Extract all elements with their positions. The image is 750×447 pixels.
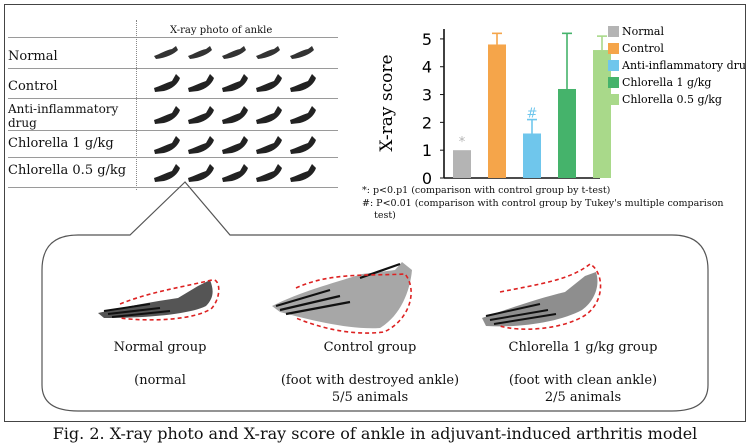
legend-label: Chlorella 0.5 g/kg xyxy=(622,93,722,106)
table-bottom-line xyxy=(8,187,338,188)
y-tick-label: 0 xyxy=(422,169,432,185)
footnote-3: test) xyxy=(374,210,396,221)
figure-caption: Fig. 2. X-ray photo and X-ray score of a… xyxy=(52,424,698,443)
legend-swatch xyxy=(608,43,619,54)
legend: Normal Control Anti-inflammatory drug Chlor… xyxy=(608,25,745,106)
legend-label: Control xyxy=(622,42,664,55)
xray-row-chlorella-1 xyxy=(154,136,316,154)
footnote-1: *: p<0.p1 (comparison with control group… xyxy=(362,185,611,196)
legend-swatch xyxy=(608,77,619,88)
significance-marker: * xyxy=(459,135,466,150)
xray-detail-normal xyxy=(98,279,220,321)
bar xyxy=(523,133,541,178)
significance-marker: # xyxy=(527,107,538,122)
xray-detail-chlorella xyxy=(482,263,602,330)
legend-swatch xyxy=(608,26,619,37)
group-count-control: 5/5 animals xyxy=(331,390,409,405)
legend-label: Normal xyxy=(622,25,664,38)
group-title-chlorella: Chlorella 1 g/kg group xyxy=(508,340,658,355)
figure-panel xyxy=(4,4,746,422)
xray-row-normal xyxy=(154,46,314,59)
bar xyxy=(558,88,576,178)
group-title-control: Control group xyxy=(323,340,417,355)
row-label-normal: Normal xyxy=(8,49,58,64)
row-separator xyxy=(8,98,338,99)
legend-swatch xyxy=(608,60,619,71)
group-count-chlorella: 2/5 animals xyxy=(544,390,622,405)
xray-row-antiinflammatory xyxy=(154,106,316,124)
group-desc-chlorella: (foot with clean ankle) xyxy=(508,373,658,388)
row-separator xyxy=(8,68,338,69)
row-label-antiinflammatory-2: drug xyxy=(8,116,37,130)
bar xyxy=(453,150,471,178)
row-label-control: Control xyxy=(8,79,58,94)
y-tick-label: 2 xyxy=(422,113,432,132)
legend-label: Anti-inflammatory drug xyxy=(621,59,745,72)
table-divider xyxy=(136,20,137,190)
row-label-chlorella-05: Chlorella 0.5 g/kg xyxy=(8,163,127,178)
bars: *# xyxy=(453,32,611,179)
row-label-antiinflammatory-1: Anti-inflammatory xyxy=(8,102,119,116)
xray-detail-control xyxy=(272,262,412,334)
y-axis-label: X-ray score xyxy=(377,54,397,151)
table-header-line xyxy=(8,37,338,38)
legend-label: Chlorella 1 g/kg xyxy=(622,76,711,89)
bar xyxy=(593,50,611,178)
footnote-2: #: P<0.01 (comparison with control group… xyxy=(362,198,724,209)
group-title-normal: Normal group xyxy=(113,340,207,355)
y-tick-label: 4 xyxy=(422,58,432,77)
detail-callout xyxy=(41,181,709,412)
row-label-chlorella-1: Chlorella 1 g/kg xyxy=(8,136,114,151)
y-tick-label: 1 xyxy=(422,141,432,160)
group-desc-control: (foot with destroyed ankle) xyxy=(280,373,460,388)
xray-row-control xyxy=(154,74,316,92)
xray-thumbnails xyxy=(154,46,316,182)
row-separator xyxy=(8,130,338,131)
y-tick-label: 5 xyxy=(422,30,432,49)
group-desc-normal: (normal xyxy=(134,373,186,388)
legend-swatch xyxy=(608,94,619,105)
y-tick-label: 3 xyxy=(422,86,432,105)
table-header: X-ray photo of ankle xyxy=(170,25,273,36)
row-separator xyxy=(8,157,338,158)
y-axis: 0 1 2 3 4 5 xyxy=(422,29,600,185)
bar xyxy=(488,44,506,179)
